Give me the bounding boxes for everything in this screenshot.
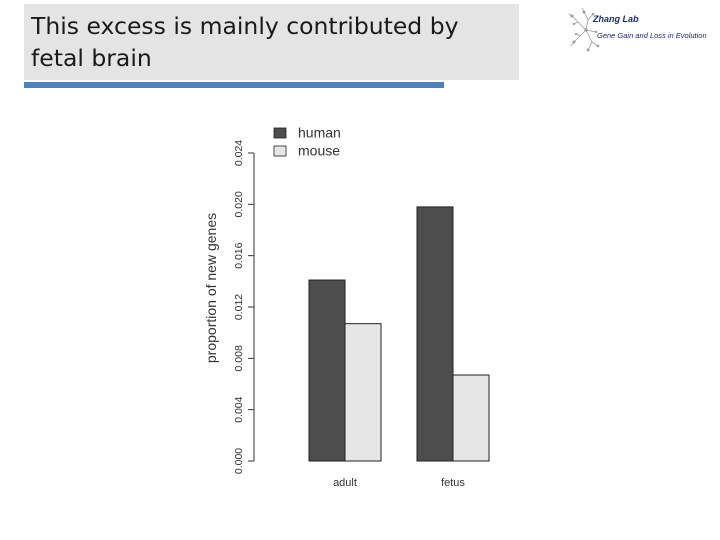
y-tick-label: 0.000 (233, 448, 245, 474)
plot-area: 0.000 0.004 0.008 0.012 0.016 0.020 0.024 adult… (233, 125, 490, 489)
y-tick-label: 0.008 (233, 345, 245, 371)
bar-mouse-fetus (452, 374, 490, 462)
y-tick-label: 0.024 (233, 140, 245, 166)
legend-swatch-human (273, 127, 287, 139)
logo-tagline: Gene Gain and Loss in Evolution (597, 31, 707, 40)
x-category-label: adult (333, 477, 357, 489)
bar-mouse-adult (344, 323, 382, 462)
y-tick-label: 0.020 (233, 191, 245, 217)
phylogenetic-tree-icon (568, 7, 600, 52)
x-category-label: fetus (441, 477, 465, 489)
logo-name: Zhang Lab (593, 14, 639, 24)
y-axis-label: proportion of new genes (203, 213, 219, 363)
y-tick-label: 0.016 (233, 242, 245, 268)
y-tick-label: 0.012 (233, 294, 245, 320)
legend-swatch-mouse (273, 145, 287, 157)
title-underline (24, 82, 444, 88)
slide-title: This excess is mainly contributed by fet… (31, 12, 459, 72)
zhang-lab-logo: Zhang Lab Gene Gain and Loss in Evolutio… (566, 2, 720, 60)
y-tick-label: 0.004 (233, 396, 245, 422)
bar-human-adult (308, 279, 346, 462)
legend-label-mouse: mouse (298, 143, 340, 159)
bar-human-fetus (416, 206, 454, 462)
legend-label-human: human (298, 125, 341, 141)
title-box: This excess is mainly contributed by fet… (24, 4, 519, 80)
